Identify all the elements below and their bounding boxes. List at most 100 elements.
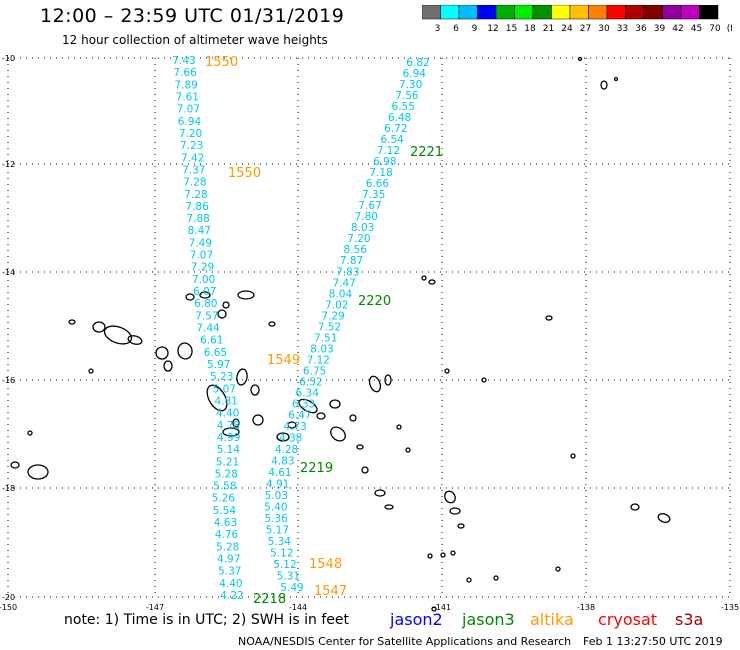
scale-swatch [699,5,719,20]
x-tick-label: -141 [433,603,451,612]
wave-height-label: 7.52 [318,321,341,333]
y-tick-label: -18 [2,484,15,493]
wave-height-label: 7.12 [307,354,330,366]
wave-height-label: 5.07 [213,383,236,395]
island-outline [449,507,461,515]
wave-height-label: 7.23 [180,140,203,152]
wave-height-label: 5.17 [266,524,289,536]
wave-height-label: 7.49 [189,237,212,249]
wave-height-label: 7.12 [377,145,400,157]
wave-height-label: 5.58 [213,481,236,493]
wave-height-label: 5.40 [264,501,287,513]
wave-height-label: 7.87 [340,255,363,267]
wave-height-label: 4.81 [215,395,238,407]
scale-label: 18 [524,24,536,34]
island-outline [88,368,94,374]
wave-height-label: 8.56 [344,244,368,256]
island-outline [356,444,364,450]
x-tick-label: -144 [289,603,307,612]
island-outlines [10,56,671,612]
wave-height-label: 5.28 [215,468,238,480]
island-outline [103,325,133,345]
wave-height-label: 7.29 [191,262,214,274]
island-outline [232,418,240,428]
wave-height-label: 7.51 [314,332,337,344]
island-outline [276,432,290,442]
island-outline [600,80,608,90]
x-tick-label: -147 [146,603,164,612]
wave-height-label: 7.18 [369,167,392,179]
scale-label: 36 [635,24,647,34]
island-outline [630,503,640,511]
wave-height-label: 7.28 [184,189,207,201]
wave-height-label: 5.31 [277,570,300,582]
island-outline [396,424,402,430]
wave-height-label: 4.61 [268,467,291,479]
wave-height-label: 7.07 [177,104,200,116]
pass-time-label: 2218 [253,592,286,607]
wave-height-label: 4.38 [279,432,302,444]
y-tick-label: -14 [2,268,15,277]
footer-credit: NOAA/NESDIS Center for Satellite Applica… [238,635,572,648]
wave-height-label: 7.57 [195,310,218,322]
pass-time-label: 2220 [358,294,391,309]
wave-height-label: 4.28 [275,444,298,456]
scale-label: 6 [453,24,459,34]
island-outline [268,321,276,327]
island-outline [384,504,394,510]
scale-label: (ft) [727,24,732,34]
island-outline [10,461,20,469]
island-outline [252,414,264,426]
x-tick-label: -138 [577,603,595,612]
island-outline [27,430,33,436]
wave-height-label: 5.34 [268,536,292,548]
wave-height-label: 7.89 [174,79,197,91]
wave-height-label: 6.61 [200,335,223,347]
island-outline [329,399,341,409]
footer-timestamp: Feb 1 13:27:50 UTC 2019 [583,635,723,648]
wave-height-label: 4.76 [215,529,239,541]
satellite-tracks: 7.437.667.897.617.076.947.207.237.427.37… [172,55,429,602]
island-outline [493,575,499,581]
wave-height-label: 7.42 [181,152,204,164]
wave-height-label: 5.23 [210,371,233,383]
scale-label: 70 [709,24,721,34]
y-tick-label: -16 [2,376,15,385]
wave-height-label: 7.02 [325,299,348,311]
wave-height-label: 4.83 [271,455,294,467]
island-outline [349,414,357,422]
island-outline [330,426,346,442]
island-outline [657,513,671,523]
wave-height-label: 8.03 [310,343,333,355]
wave-height-label: 6.54 [380,134,404,146]
wave-height-label: 6.47 [288,409,311,421]
island-outline [287,421,297,429]
island-outline [68,319,76,325]
wave-height-label: 7.20 [347,233,370,245]
island-outline [185,293,195,301]
island-outline [545,315,553,321]
scale-label: 24 [561,24,573,34]
pass-time-label: 1547 [314,584,347,599]
scale-label: 45 [691,24,702,34]
wave-height-label: 5.21 [216,456,239,468]
island-outline [555,566,561,572]
pass-time-label: 1548 [309,557,342,572]
wave-height-label: 7.56 [395,90,419,102]
wave-height-label: 6.66 [366,178,390,190]
y-tick-label: -10 [2,54,15,63]
island-outline [236,368,248,386]
wave-height-label: 5.03 [265,490,288,502]
island-outline [206,384,228,412]
scale-label: 21 [543,24,554,34]
wave-height-label: 6.72 [384,123,407,135]
wave-height-label: 5.54 [213,505,237,517]
x-tick-label: -135 [721,603,739,612]
wave-height-label: 6.75 [303,365,326,377]
pass-time-label: 1549 [267,353,300,368]
wave-height-label: 5.12 [270,547,293,559]
pass-labels: 1550 1550 2221 2220 1549 2219 1548 1547 2218 [205,55,443,607]
wave-height-label: 6.48 [388,112,411,124]
